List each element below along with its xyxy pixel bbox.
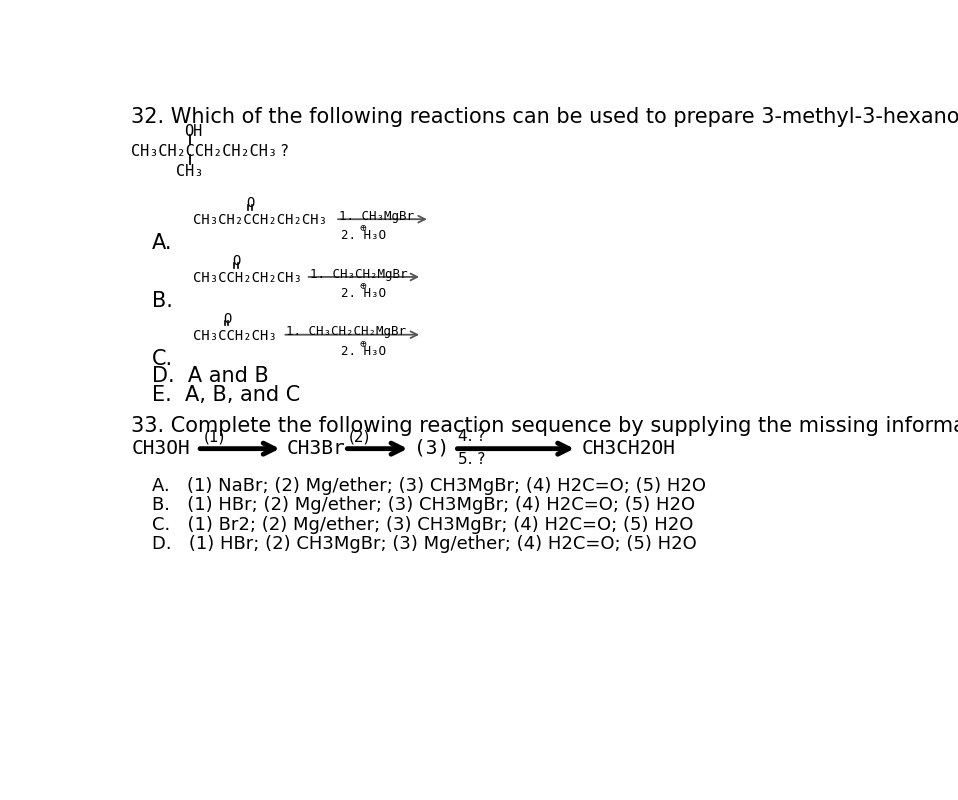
Text: C.: C. <box>152 349 173 369</box>
Text: CH₃CH₂CCH₂CH₂CH₃: CH₃CH₂CCH₂CH₂CH₃ <box>131 144 278 158</box>
Text: 5. ?: 5. ? <box>459 452 486 466</box>
Text: O: O <box>246 196 255 210</box>
Text: CH₃CCH₂CH₂CH₃: CH₃CCH₂CH₂CH₃ <box>194 270 303 285</box>
Text: 32. Which of the following reactions can be used to prepare 3-methyl-3-hexanol,: 32. Which of the following reactions can… <box>131 106 958 126</box>
Text: 1. CH₃MgBr: 1. CH₃MgBr <box>339 210 414 223</box>
Text: ⊕: ⊕ <box>360 338 367 348</box>
Text: ⊕: ⊕ <box>360 222 367 232</box>
Text: 2. H₃O: 2. H₃O <box>341 345 386 358</box>
Text: B.   (1) HBr; (2) Mg/ether; (3) CH3MgBr; (4) H2C=O; (5) H2O: B. (1) HBr; (2) Mg/ether; (3) CH3MgBr; (… <box>152 496 696 514</box>
Text: 1. CH₃CH₂MgBr: 1. CH₃CH₂MgBr <box>309 268 407 281</box>
Text: O: O <box>232 254 240 268</box>
Text: C.   (1) Br2; (2) Mg/ether; (3) CH3MgBr; (4) H2C=O; (5) H2O: C. (1) Br2; (2) Mg/ether; (3) CH3MgBr; (… <box>152 516 694 534</box>
Text: OH: OH <box>184 124 202 138</box>
Text: CH₃CH₂CCH₂CH₂CH₃: CH₃CH₂CCH₂CH₂CH₃ <box>194 213 328 227</box>
Text: E.  A, B, and C: E. A, B, and C <box>152 385 301 405</box>
Text: CH3OH: CH3OH <box>131 438 190 458</box>
Text: CH3CH2OH: CH3CH2OH <box>582 438 675 458</box>
Text: D.   (1) HBr; (2) CH3MgBr; (3) Mg/ether; (4) H2C=O; (5) H2O: D. (1) HBr; (2) CH3MgBr; (3) Mg/ether; (… <box>152 535 697 553</box>
Text: 2. H₃O: 2. H₃O <box>341 287 386 300</box>
Text: A.: A. <box>152 233 172 253</box>
Text: 2. H₃O: 2. H₃O <box>341 230 386 242</box>
Text: O: O <box>223 312 231 326</box>
Text: CH₃: CH₃ <box>175 164 203 178</box>
Text: 4. ?: 4. ? <box>459 429 486 444</box>
Text: ⊕: ⊕ <box>360 280 367 290</box>
Text: D.  A and B: D. A and B <box>152 366 269 386</box>
Text: B.: B. <box>152 291 173 311</box>
Text: (1): (1) <box>203 430 225 445</box>
Text: 33. Complete the following reaction sequence by supplying the missing informatio: 33. Complete the following reaction sequ… <box>131 415 958 435</box>
Text: (2): (2) <box>349 430 370 445</box>
Text: (3): (3) <box>414 438 449 458</box>
Text: CH₃CCH₂CH₃: CH₃CCH₂CH₃ <box>194 329 277 342</box>
Text: ?: ? <box>271 144 288 158</box>
Text: CH3Br: CH3Br <box>286 438 345 458</box>
Text: 1. CH₃CH₂CH₂MgBr: 1. CH₃CH₂CH₂MgBr <box>286 326 406 338</box>
Text: A.   (1) NaBr; (2) Mg/ether; (3) CH3MgBr; (4) H2C=O; (5) H2O: A. (1) NaBr; (2) Mg/ether; (3) CH3MgBr; … <box>152 477 706 495</box>
